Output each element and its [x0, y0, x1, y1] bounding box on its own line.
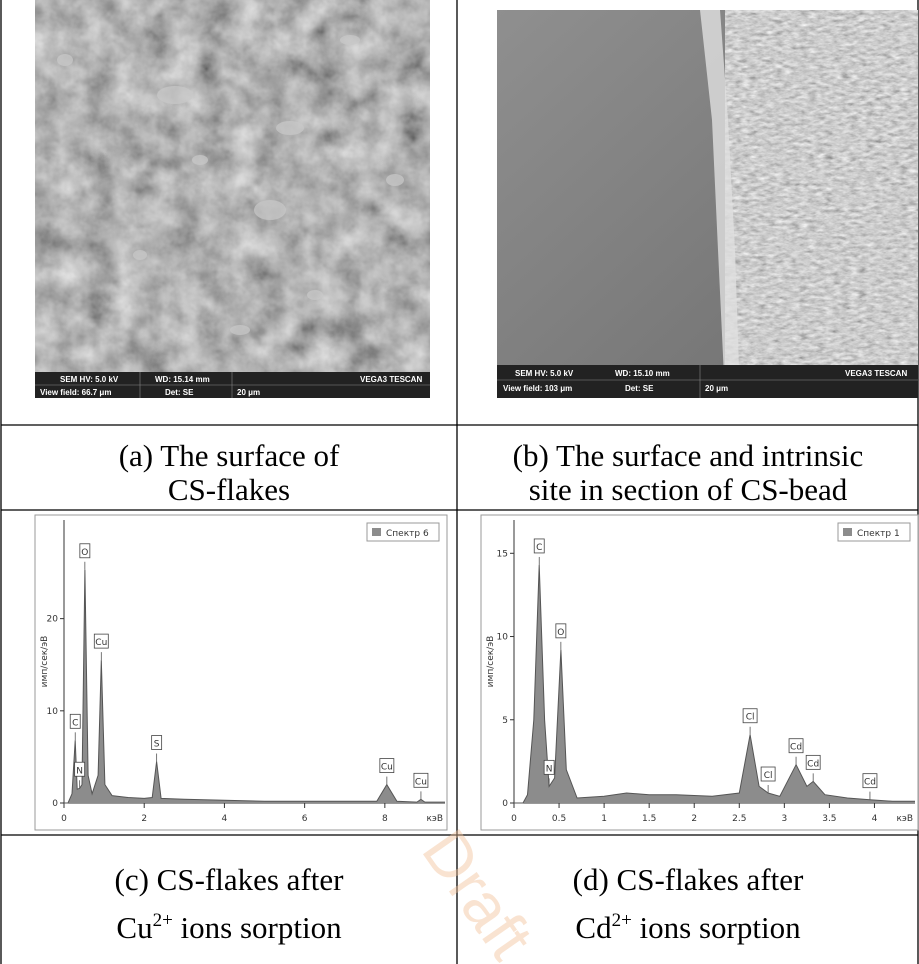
peak-label: Cl	[764, 771, 773, 781]
y-axis-label: имп/сек/эВ	[40, 636, 50, 688]
caption: (b) The surface and intrinsic	[513, 438, 864, 473]
x-tick-label: 4	[872, 814, 878, 824]
x-tick-label: 0	[61, 814, 67, 824]
sem-image-a: SEM HV: 5.0 kV WD: 15.14 mm VEGA3 TESCAN…	[35, 0, 430, 398]
caption: Cu2+ ions sorption	[116, 910, 342, 945]
caption-rest: ions sorption	[173, 910, 342, 945]
caption: Cd2+ ions sorption	[575, 910, 801, 945]
caption: CS-flakes	[168, 472, 290, 507]
peak-label: Cu	[381, 763, 393, 773]
x-axis-label: кэВ	[426, 814, 443, 824]
peak-label: C	[536, 543, 542, 553]
sem-view-field: View field: 66.7 μm	[40, 388, 111, 397]
peak-label: Cd	[807, 759, 819, 769]
y-tick-label: 0	[502, 799, 508, 809]
x-tick-label: 3	[781, 814, 787, 824]
sem-view-field: View field: 103 μm	[503, 384, 572, 393]
caption: (d) CS-flakes after	[573, 862, 804, 897]
y-tick-label: 10	[47, 707, 59, 717]
peak-label: C	[72, 718, 78, 728]
legend-label: Спектр 6	[386, 529, 429, 539]
peak-label: Cl	[746, 713, 755, 723]
x-tick-label: 8	[382, 814, 388, 824]
x-tick-label: 2.5	[732, 814, 746, 824]
y-tick-label: 15	[497, 549, 508, 559]
x-tick-label: 1.5	[642, 814, 656, 824]
sem-scale: 20 μm	[237, 388, 260, 397]
x-tick-label: 0	[511, 814, 517, 824]
y-tick-label: 0	[52, 799, 58, 809]
sem-brand: VEGA3 TESCAN	[360, 375, 422, 384]
x-tick-label: 1	[601, 814, 607, 824]
caption: (a) The surface of	[119, 438, 340, 473]
peak-label: N	[546, 764, 553, 774]
peak-label: Cu	[415, 777, 427, 787]
legend-swatch	[843, 528, 852, 536]
peak-label: N	[76, 766, 83, 776]
charge: 2+	[612, 910, 632, 931]
sem-brand: VEGA3 TESCAN	[845, 369, 907, 378]
peak-label: Cd	[864, 778, 876, 788]
y-tick-label: 20	[47, 615, 59, 625]
legend-label: Спектр 1	[857, 529, 900, 539]
x-tick-label: 0.5	[552, 814, 566, 824]
peak-label: O	[557, 628, 564, 638]
peak-label: O	[81, 548, 88, 558]
sem-hv: SEM HV: 5.0 kV	[60, 375, 119, 384]
sem-wd: WD: 15.10 mm	[615, 369, 670, 378]
y-axis-label: имп/сек/эВ	[486, 636, 496, 688]
x-axis-label: кэВ	[896, 814, 913, 824]
x-tick-label: 3.5	[822, 814, 836, 824]
ion: Cd	[575, 910, 612, 945]
x-tick-label: 6	[302, 814, 308, 824]
figure-page: SEM HV: 5.0 kV WD: 15.14 mm VEGA3 TESCAN…	[0, 0, 919, 964]
caption: (c) CS-flakes after	[115, 862, 345, 897]
peak-label: Cd	[790, 743, 802, 753]
y-tick-label: 5	[502, 716, 508, 726]
x-tick-label: 2	[141, 814, 147, 824]
sem-image-b: SEM HV: 5.0 kV WD: 15.10 mm VEGA3 TESCAN…	[497, 10, 918, 398]
sem-scale: 20 μm	[705, 384, 728, 393]
caption-rest: ions sorption	[632, 910, 801, 945]
charge: 2+	[153, 910, 173, 931]
peak-label: Cu	[95, 638, 107, 648]
x-tick-label: 2	[691, 814, 697, 824]
sem-hv: SEM HV: 5.0 kV	[515, 369, 574, 378]
sem-detector: Det: SE	[165, 388, 194, 397]
eds-spectrum: 0 10 20 0 2 4 6 8 кэВ имп/сек/эВ Спектр 6 C N O Cu S Cu C…	[35, 515, 447, 830]
x-tick-label: 4	[222, 814, 228, 824]
caption: site in section of CS-bead	[529, 472, 848, 507]
legend-swatch	[372, 528, 381, 536]
sem-detector: Det: SE	[625, 384, 654, 393]
eds-spectrum: 0 5 10 15 0 0.5 1 1.5 2 2.5 3 3.5 4 кэВ имп/сек/эВ Спек…	[481, 515, 918, 830]
sem-wd: WD: 15.14 mm	[155, 375, 210, 384]
watermark: Draft	[409, 817, 548, 964]
ion: Cu	[116, 910, 152, 945]
peak-label: S	[154, 740, 160, 750]
y-tick-label: 10	[497, 633, 509, 643]
